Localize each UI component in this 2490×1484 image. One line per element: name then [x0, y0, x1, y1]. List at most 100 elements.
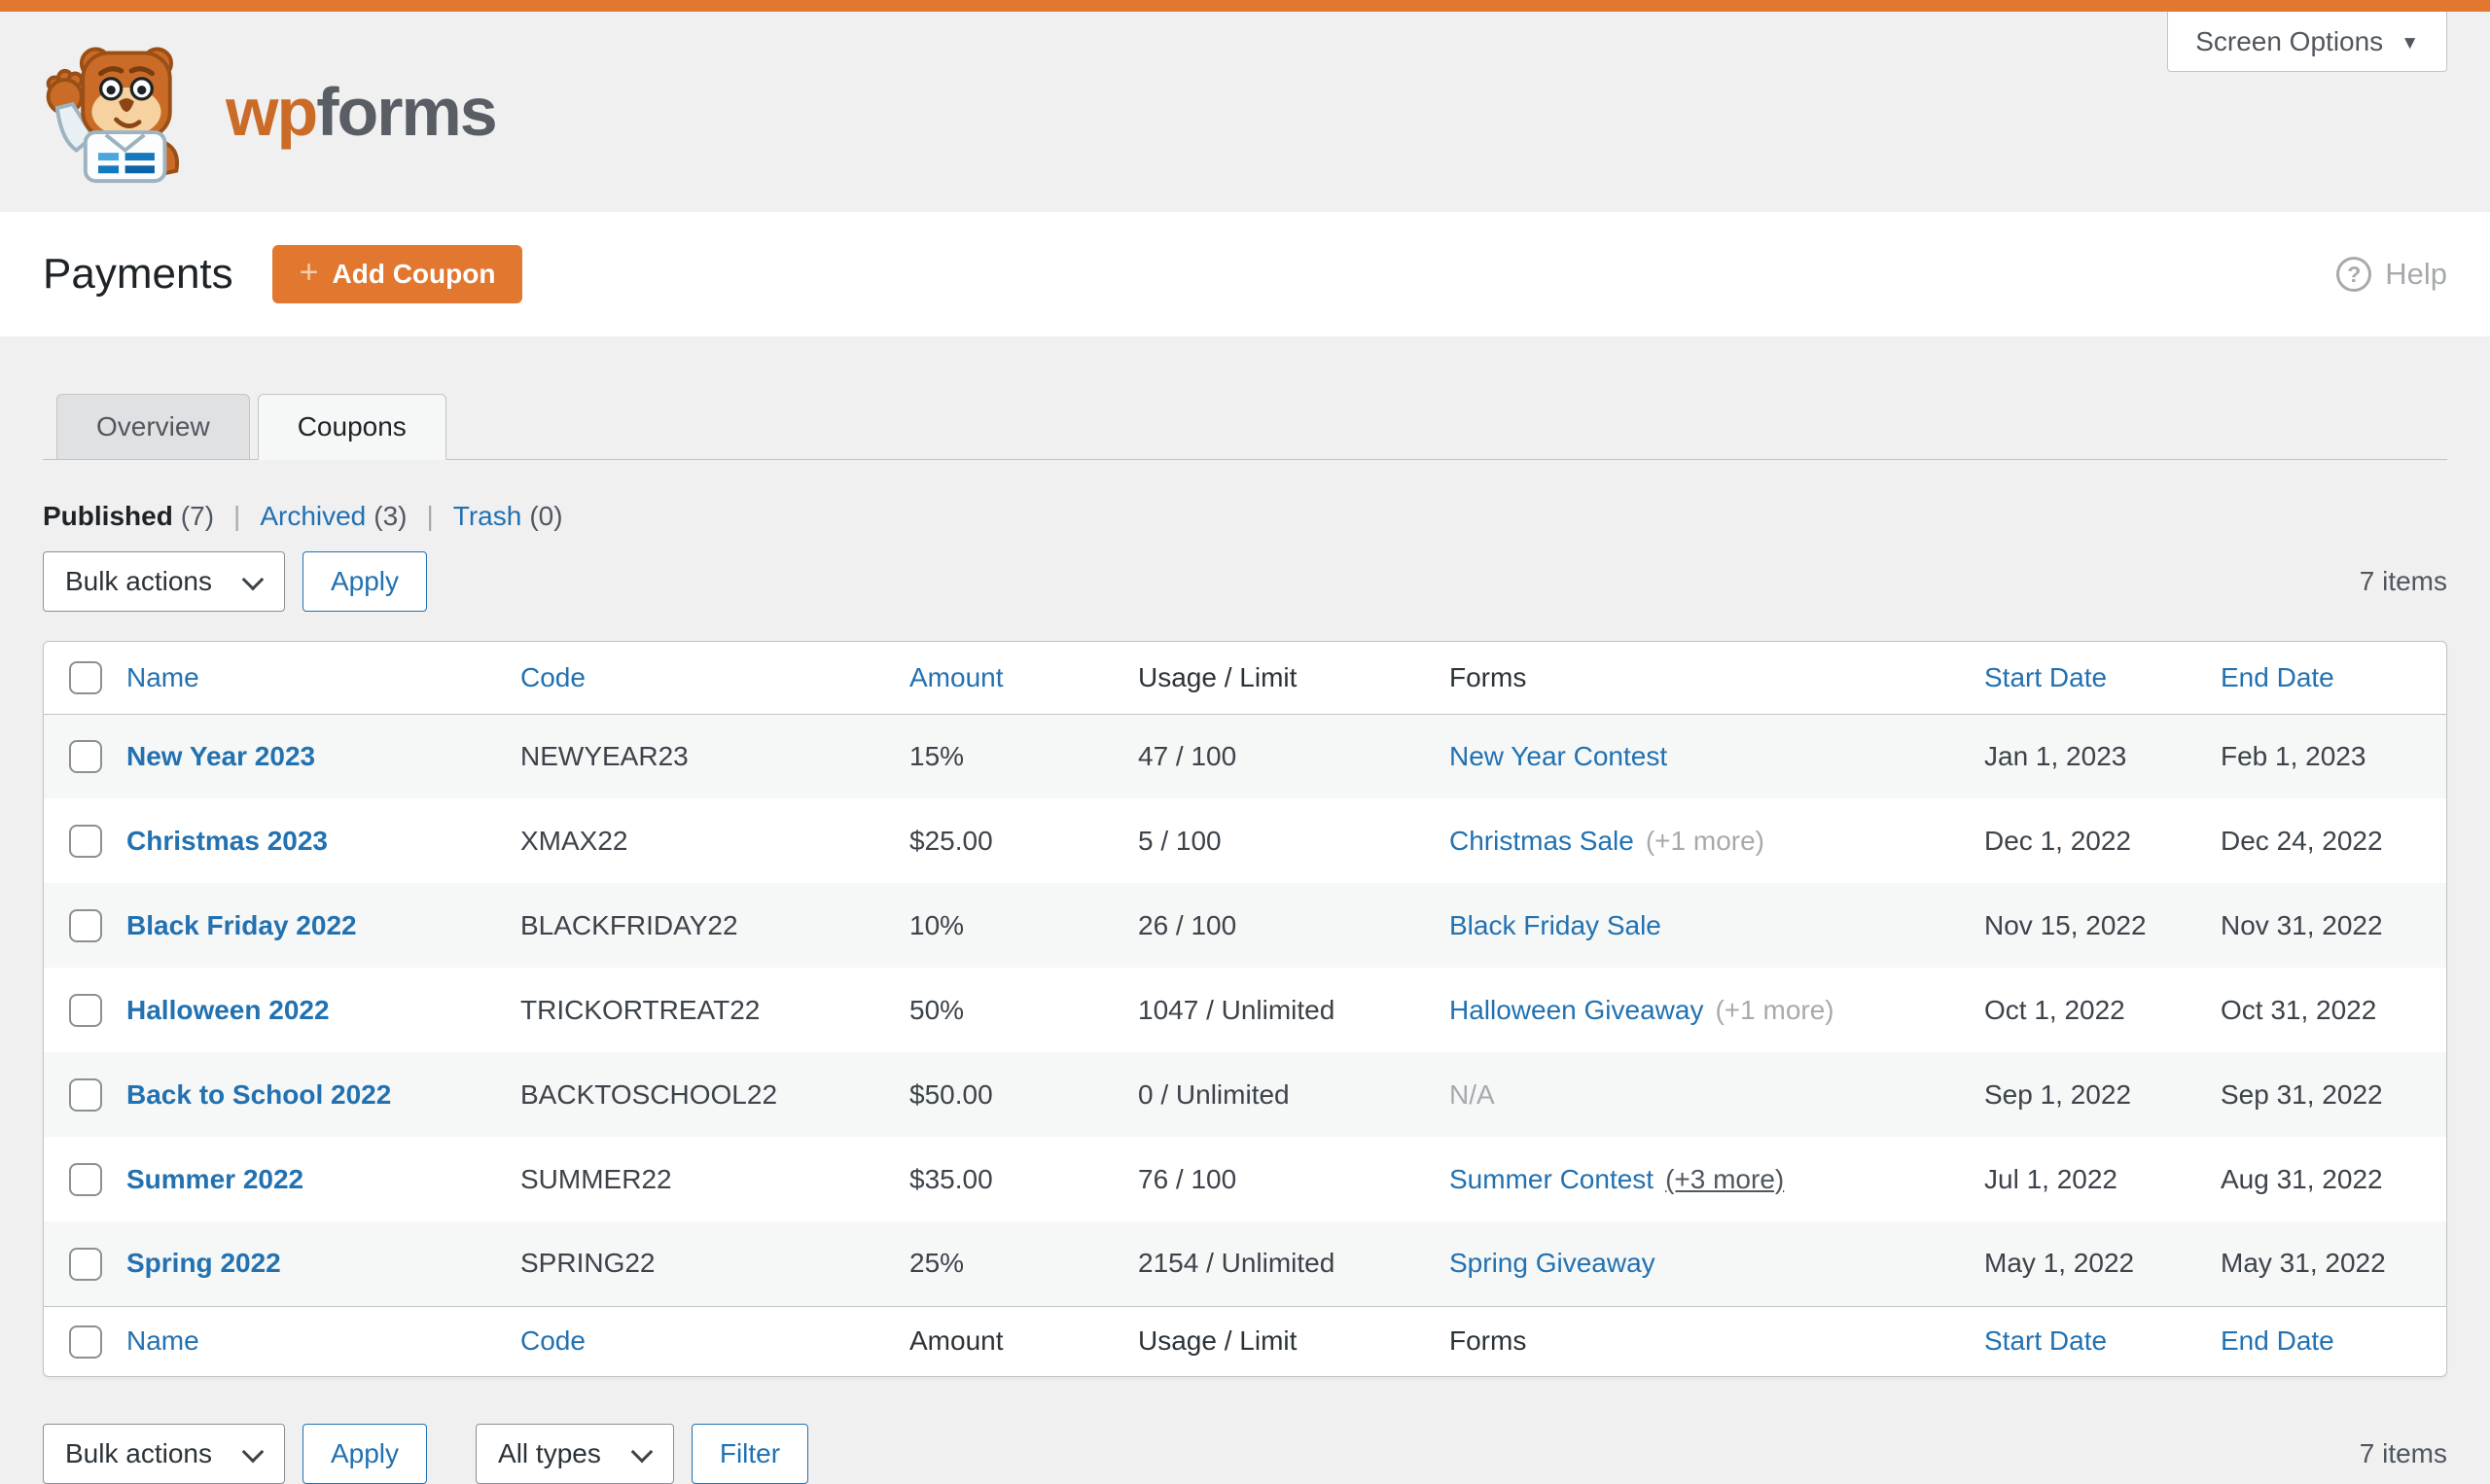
column-header-forms: Forms	[1449, 1306, 1984, 1376]
help-question-icon: ?	[2336, 257, 2372, 292]
column-header-usage-limit: Usage / Limit	[1138, 642, 1449, 714]
coupon-amount-cell: 25%	[909, 1248, 965, 1279]
sort-link-name[interactable]: Name	[126, 661, 199, 692]
items-count: 7 items	[2359, 1438, 2447, 1468]
coupon-forms-cell: N/A	[1449, 1052, 1984, 1137]
more-forms-badge: (+1 more)	[1645, 825, 1764, 856]
coupon-name-link[interactable]: Christmas 2023	[126, 825, 329, 856]
sort-link-end-date[interactable]: End Date	[2221, 661, 2334, 692]
coupon-name-link[interactable]: Black Friday 2022	[126, 909, 357, 940]
coupon-end-date-cell: Oct 31, 2022	[2221, 994, 2377, 1025]
coupon-code-cell: NEWYEAR23	[520, 740, 689, 771]
tab-overview[interactable]: Overview	[56, 394, 250, 460]
wpforms-wordmark: wpforms	[226, 78, 498, 146]
table-header-row: Name Code Amount Usage / Limit Forms Start Da…	[44, 642, 2446, 714]
select-all-checkbox[interactable]	[69, 1325, 102, 1359]
view-link-trash[interactable]: Trash (0)	[453, 501, 563, 532]
more-forms-badge[interactable]: (+3 more)	[1665, 1163, 1785, 1194]
type-filter-selected-value: All types	[498, 1438, 601, 1468]
help-link[interactable]: ? Help	[2336, 257, 2447, 292]
sort-link-code[interactable]: Code	[520, 661, 586, 692]
admin-top-bar	[0, 0, 2490, 12]
view-separator: |	[426, 501, 434, 531]
column-header-usage-limit: Usage / Limit	[1138, 1306, 1449, 1376]
screen-options-label: Screen Options	[2195, 25, 2384, 56]
bulk-actions-select-bottom[interactable]: Bulk actions	[43, 1424, 285, 1484]
add-coupon-label: Add Coupon	[332, 259, 496, 289]
top-toolbar: Bulk actions Apply 7 items	[43, 551, 2447, 612]
form-link[interactable]: Black Friday Sale	[1449, 909, 1661, 940]
sort-link-end-date[interactable]: End Date	[2221, 1325, 2334, 1357]
plugin-header: wpforms	[0, 12, 2490, 212]
coupon-amount-cell: 15%	[909, 740, 965, 771]
row-checkbox[interactable]	[69, 908, 102, 942]
column-label-usage-limit: Usage / Limit	[1138, 1325, 1298, 1357]
coupon-forms-cell: Halloween Giveaway (+1 more)	[1449, 968, 1984, 1052]
coupon-name-cell: Halloween 2022	[126, 968, 520, 1052]
screen-options-button[interactable]: Screen Options ▼	[2167, 12, 2447, 72]
wordmark-wp: wp	[226, 74, 318, 150]
sort-link-amount[interactable]: Amount	[909, 661, 1004, 692]
table-footer-row: Name Code Amount Usage / Limit Forms Start Da…	[44, 1306, 2446, 1376]
row-checkbox-cell	[44, 798, 126, 883]
sort-link-start-date[interactable]: Start Date	[1984, 1325, 2108, 1357]
coupon-start-date-cell: Nov 15, 2022	[1984, 909, 2147, 940]
wordmark-forms: forms	[316, 74, 497, 150]
row-checkbox[interactable]	[69, 993, 102, 1027]
form-link[interactable]: Summer Contest	[1449, 1163, 1654, 1194]
column-label-usage-limit: Usage / Limit	[1138, 661, 1298, 692]
coupon-name-link[interactable]: Spring 2022	[126, 1248, 281, 1279]
column-header-code: Code	[520, 642, 909, 714]
coupon-amount-cell: $50.00	[909, 1078, 993, 1110]
filter-button[interactable]: Filter	[691, 1424, 809, 1484]
main-content: Overview Coupons Published (7) | Archived (3)…	[0, 393, 2490, 1484]
apply-button-bottom[interactable]: Apply	[302, 1424, 428, 1484]
table-row: Halloween 2022 TRICKORTREAT22 50% 1047 / Un…	[44, 968, 2446, 1052]
row-checkbox[interactable]	[69, 1078, 102, 1112]
coupon-code-cell: BACKTOSCHOOL22	[520, 1078, 778, 1110]
apply-button[interactable]: Apply	[302, 551, 428, 612]
column-header-amount: Amount	[909, 1306, 1138, 1376]
view-count: (3)	[374, 501, 408, 531]
row-checkbox[interactable]	[69, 1162, 102, 1196]
table-row: New Year 2023 NEWYEAR23 15% 47 / 100 New Yea…	[44, 714, 2446, 798]
view-link-archived[interactable]: Archived (3)	[260, 501, 407, 532]
form-link[interactable]: Halloween Giveaway	[1449, 994, 1704, 1025]
select-all-checkbox[interactable]	[69, 661, 102, 695]
form-link[interactable]: Spring Giveaway	[1449, 1248, 1655, 1279]
chevron-down-icon	[241, 1440, 265, 1464]
coupon-name-link[interactable]: New Year 2023	[126, 740, 316, 771]
sort-link-name[interactable]: Name	[126, 1325, 199, 1357]
coupon-name-link[interactable]: Halloween 2022	[126, 994, 330, 1025]
row-checkbox[interactable]	[69, 740, 102, 774]
form-link[interactable]: Christmas Sale	[1449, 825, 1634, 856]
add-coupon-button[interactable]: + Add Coupon	[271, 245, 523, 303]
sort-link-code[interactable]: Code	[520, 1325, 586, 1357]
row-checkbox[interactable]	[69, 824, 102, 858]
coupon-end-date-cell: Nov 31, 2022	[2221, 909, 2383, 940]
column-header-end-date: End Date	[2221, 1306, 2446, 1376]
view-label: Trash	[452, 501, 522, 531]
coupon-name-cell: Spring 2022	[126, 1221, 520, 1306]
coupon-end-date-cell: May 31, 2022	[2221, 1248, 2386, 1279]
row-checkbox-cell	[44, 883, 126, 968]
coupon-code-cell: SUMMER22	[520, 1163, 672, 1194]
table-row: Back to School 2022 BACKTOSCHOOL22 $50.00 0…	[44, 1052, 2446, 1137]
coupon-name-cell: Christmas 2023	[126, 798, 520, 883]
view-link-published[interactable]: Published (7)	[43, 501, 214, 532]
coupon-name-link[interactable]: Summer 2022	[126, 1163, 304, 1194]
row-checkbox[interactable]	[69, 1247, 102, 1281]
table-row: Summer 2022 SUMMER22 $35.00 76 / 100 Summer …	[44, 1137, 2446, 1221]
coupon-forms-cell: New Year Contest	[1449, 714, 1984, 798]
coupon-amount-cell: $35.00	[909, 1163, 993, 1194]
sort-link-start-date[interactable]: Start Date	[1984, 661, 2108, 692]
coupon-end-date-cell: Feb 1, 2023	[2221, 740, 2366, 771]
coupon-name-link[interactable]: Back to School 2022	[126, 1078, 392, 1110]
type-filter-select[interactable]: All types	[476, 1424, 674, 1484]
form-link[interactable]: New Year Contest	[1449, 740, 1668, 771]
tab-coupons[interactable]: Coupons	[257, 394, 446, 460]
help-label: Help	[2385, 257, 2447, 291]
bulk-actions-select[interactable]: Bulk actions	[43, 551, 285, 612]
coupon-amount-cell: $25.00	[909, 825, 993, 856]
coupon-forms-cell: Christmas Sale (+1 more)	[1449, 798, 1984, 883]
